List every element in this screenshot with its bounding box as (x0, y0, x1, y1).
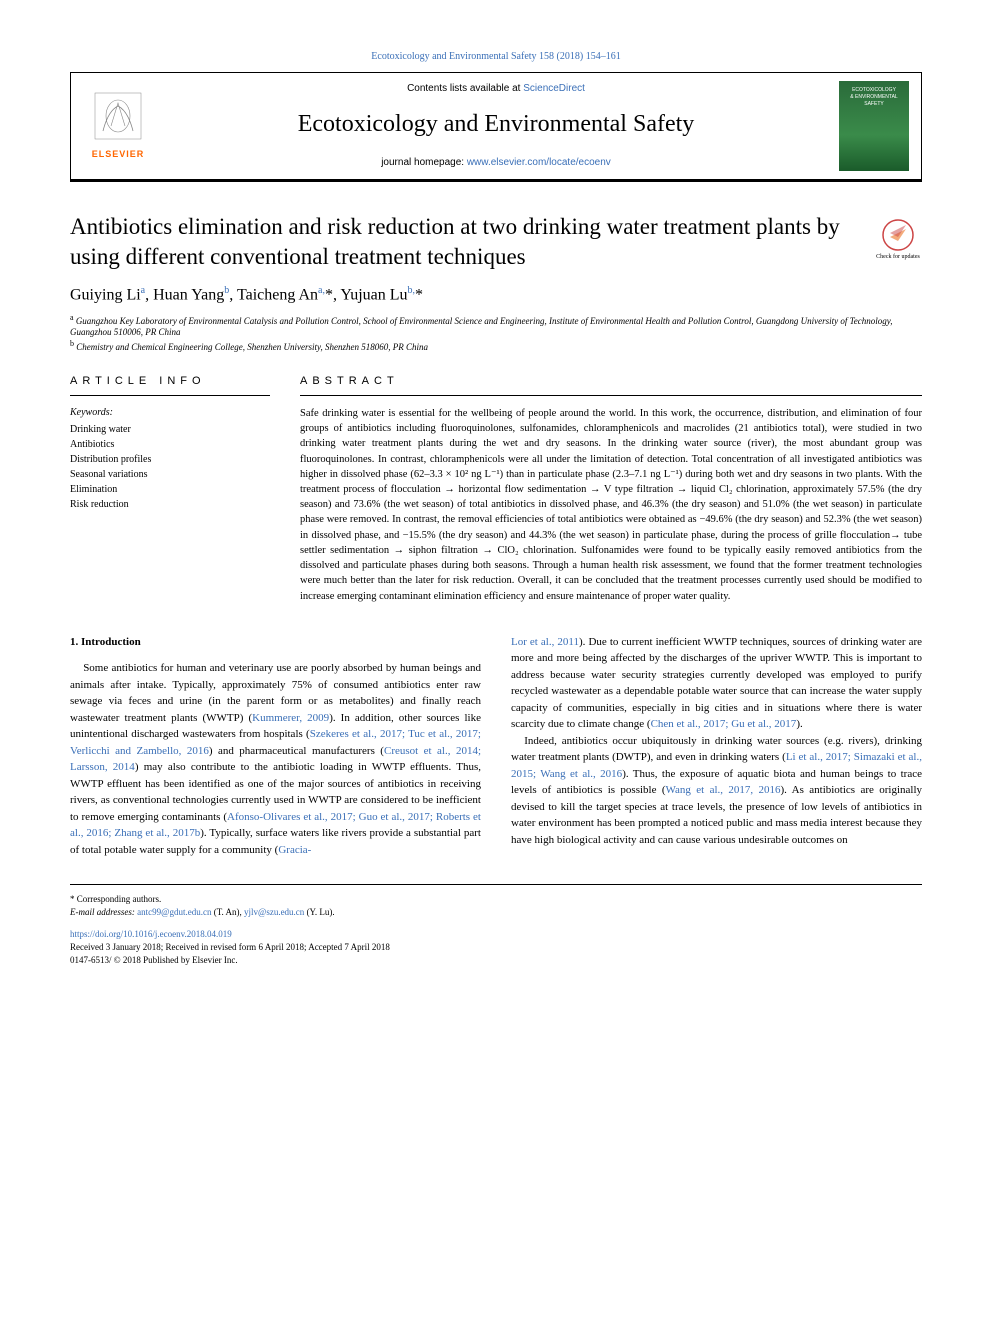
email-label: E-mail addresses: (70, 907, 137, 917)
email-link-2[interactable]: yjlv@szu.edu.cn (244, 907, 304, 917)
received-line: Received 3 January 2018; Received in rev… (70, 941, 922, 954)
check-updates-badge[interactable]: Check for updates (874, 212, 922, 268)
journal-cover-thumb: ECOTOXICOLOGY & ENVIRONMENTAL SAFETY (839, 81, 909, 171)
footer: * Corresponding authors. E-mail addresse… (70, 893, 922, 966)
intro-paragraph: Lor et al., 2011). Due to current ineffi… (511, 634, 922, 733)
email-line: E-mail addresses: antc99@gdut.edu.cn (T.… (70, 906, 922, 919)
top-citation: Ecotoxicology and Environmental Safety 1… (70, 50, 922, 64)
homepage-link[interactable]: www.elsevier.com/locate/ecoenv (467, 157, 611, 168)
keyword-item: Seasonal variations (70, 467, 270, 482)
abstract-text: Safe drinking water is essential for the… (300, 406, 922, 604)
article-info-column: ARTICLE INFO Keywords: Drinking waterAnt… (70, 374, 270, 604)
affiliation-a: a Guangzhou Key Laboratory of Environmen… (70, 313, 922, 339)
email-link-1[interactable]: antc99@gdut.edu.cn (137, 907, 211, 917)
article-info-label: ARTICLE INFO (70, 374, 270, 389)
affiliation-b: b Chemistry and Chemical Engineering Col… (70, 339, 922, 354)
contents-line: Contents lists available at ScienceDirec… (153, 82, 839, 96)
updates-badge-text: Check for updates (876, 253, 920, 261)
keywords-label: Keywords: (70, 406, 270, 420)
intro-paragraph: Indeed, antibiotics occur ubiquitously i… (511, 733, 922, 849)
cover-text-3: SAFETY (864, 101, 883, 108)
intro-paragraph: Some antibiotics for human and veterinar… (70, 660, 481, 858)
elsevier-logo: ELSEVIER (83, 86, 153, 166)
contents-prefix: Contents lists available at (407, 83, 523, 94)
authors: Guiying Lia, Huan Yangb, Taicheng Ana,*,… (70, 284, 922, 307)
keyword-item: Drinking water (70, 422, 270, 437)
email-name-2: (Y. Lu). (304, 907, 334, 917)
email-name-1: (T. An), (211, 907, 244, 917)
affiliations: a Guangzhou Key Laboratory of Environmen… (70, 313, 922, 354)
article-title: Antibiotics elimination and risk reducti… (70, 212, 874, 272)
doi-link[interactable]: https://doi.org/10.1016/j.ecoenv.2018.04… (70, 929, 232, 939)
body-text: 1. Introduction Some antibiotics for hum… (70, 634, 922, 859)
keyword-item: Risk reduction (70, 497, 270, 512)
cover-text-1: ECOTOXICOLOGY (852, 87, 896, 94)
corresponding-note: * Corresponding authors. (70, 893, 922, 906)
keyword-item: Distribution profiles (70, 452, 270, 467)
footer-divider (70, 884, 922, 885)
keyword-item: Elimination (70, 482, 270, 497)
intro-heading: 1. Introduction (70, 634, 481, 651)
homepage-prefix: journal homepage: (381, 157, 467, 168)
keywords-list: Drinking waterAntibioticsDistribution pr… (70, 422, 270, 512)
keyword-item: Antibiotics (70, 437, 270, 452)
journal-header: ELSEVIER Contents lists available at Sci… (70, 72, 922, 182)
cover-text-2: & ENVIRONMENTAL (850, 94, 897, 101)
abstract-label: ABSTRACT (300, 374, 922, 389)
copyright-line: 0147-6513/ © 2018 Published by Elsevier … (70, 954, 922, 967)
abstract-column: ABSTRACT Safe drinking water is essentia… (300, 374, 922, 604)
elsevier-name: ELSEVIER (92, 148, 145, 161)
homepage-line: journal homepage: www.elsevier.com/locat… (153, 156, 839, 170)
sciencedirect-link[interactable]: ScienceDirect (523, 83, 585, 94)
journal-name: Ecotoxicology and Environmental Safety (153, 108, 839, 142)
abstract-divider (300, 395, 922, 396)
info-divider (70, 395, 270, 396)
